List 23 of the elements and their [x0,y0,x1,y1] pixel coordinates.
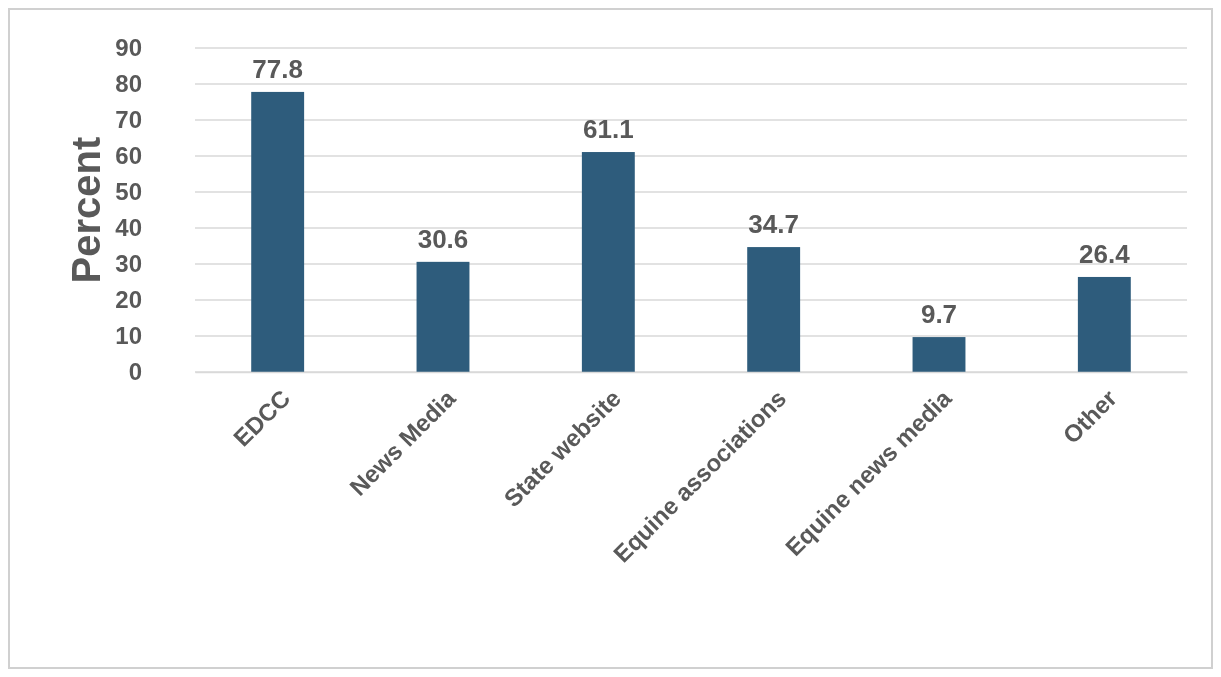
bar [912,337,966,372]
data-label: 26.4 [1079,238,1131,269]
bar [747,247,801,372]
data-label: 30.6 [417,223,469,254]
bar [581,152,635,372]
bar [1077,276,1131,372]
data-label: 77.8 [252,53,303,84]
y-tick-label: 10 [115,322,142,350]
y-tick-label: 60 [115,142,142,170]
y-tick-label: 70 [115,106,142,134]
y-tick-label: 40 [115,214,142,242]
y-axis-title: Percent [64,136,108,284]
y-tick-label: 50 [115,178,142,206]
y-tick-label: 80 [115,70,142,98]
bar [251,91,305,372]
y-tick-label: 30 [115,250,142,278]
y-tick-label: 90 [115,34,142,62]
data-label: 9.7 [920,299,958,330]
y-tick-label: 20 [115,286,142,314]
y-tick-label: 0 [128,358,142,386]
data-label: 61.1 [583,114,634,145]
bar [416,261,470,372]
data-label: 34.7 [748,209,799,240]
